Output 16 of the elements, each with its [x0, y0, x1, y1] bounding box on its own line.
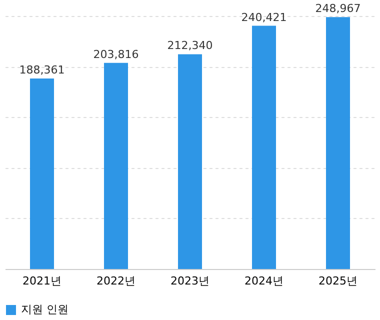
bar: [252, 26, 276, 269]
x-tick-label: 2022년: [96, 274, 136, 288]
data-label: 188,361: [19, 63, 65, 76]
x-tick-label: 2021년: [22, 274, 62, 288]
bar: [30, 78, 54, 269]
data-label: 240,421: [241, 10, 287, 24]
data-label: 203,816: [93, 48, 139, 61]
bar: [104, 62, 128, 269]
data-label: 212,340: [167, 39, 213, 52]
data-label: 248,967: [315, 2, 361, 16]
bar: [178, 54, 202, 269]
legend-label: 지원 인원: [21, 303, 68, 316]
x-tick-label: 2023년: [170, 274, 210, 288]
x-tick-label: 2025년: [318, 274, 358, 288]
bar: [326, 17, 350, 269]
x-tick-label: 2024년: [244, 274, 284, 288]
